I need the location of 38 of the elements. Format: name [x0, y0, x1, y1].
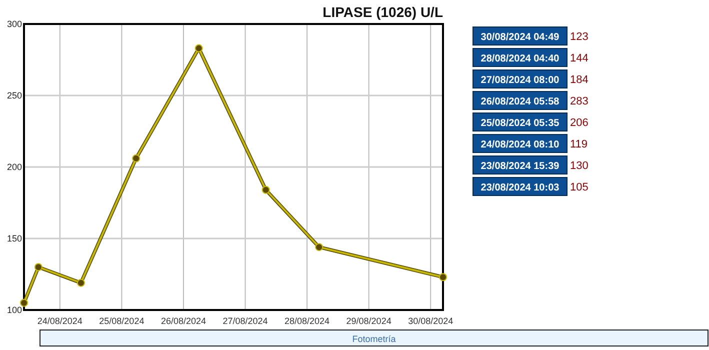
- text: 206: [570, 117, 588, 129]
- text: 123: [570, 31, 588, 43]
- text: Fotometría: [352, 334, 396, 344]
- y-tick-label: 300: [6, 19, 22, 29]
- x-tick-label: 25/08/2024: [99, 316, 144, 326]
- text: 26/08/2024 05:58: [480, 96, 560, 108]
- point: [439, 273, 447, 282]
- point: [20, 298, 28, 307]
- point: [132, 154, 140, 162]
- text: 130: [570, 160, 588, 172]
- text: 23/08/2024 10:03: [480, 182, 560, 194]
- text: 144: [570, 52, 588, 64]
- text: 283: [570, 96, 588, 108]
- point: [262, 186, 270, 194]
- x-tick-label: 30/08/2024: [408, 316, 454, 326]
- text: 184: [570, 74, 588, 86]
- point: [34, 263, 42, 272]
- text: 105: [570, 182, 588, 194]
- chart-title: LIPASE (1026) U/L: [322, 4, 444, 20]
- x-tick-label: 26/08/2024: [160, 316, 206, 326]
- x-tick-label: 24/08/2024: [37, 316, 82, 326]
- text: 24/08/2024 08:10: [480, 140, 560, 150]
- x-tick-label: 27/08/2024: [222, 316, 268, 326]
- y-tick-label: 150: [6, 234, 22, 244]
- y-tick-label: 250: [6, 90, 22, 100]
- x-tick-label: 29/08/2024: [346, 316, 392, 326]
- point: [194, 44, 203, 52]
- point: [76, 278, 85, 287]
- text: 30/08/2024 04:49: [480, 32, 560, 43]
- y-tick-label: 200: [6, 162, 22, 172]
- point: [315, 243, 324, 252]
- text: 23/08/2024 15:39: [480, 161, 560, 172]
- text: 25/08/2024 05:35: [480, 118, 560, 129]
- text: 27/08/2024 08:00: [480, 75, 560, 86]
- text: 119: [570, 138, 588, 150]
- text: 28/08/2024 04:40: [480, 54, 560, 64]
- x-tick-label: 28/08/2024: [284, 316, 330, 326]
- y-tick-label: 100: [6, 305, 22, 315]
